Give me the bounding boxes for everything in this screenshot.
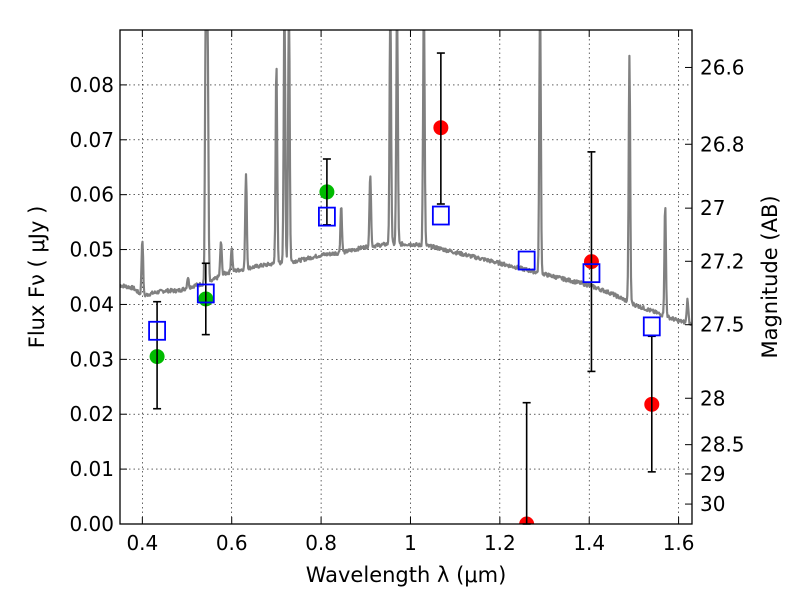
model-photometry-square: [642, 316, 661, 337]
x-tick-label: 1.6: [663, 531, 695, 555]
tick-labels: 0.4 0.6 0.8 1 1.2 1.4 1.6 0.00 0.01 0.02 0.03 0.04 0…: [69, 55, 744, 555]
y2-tick-label: 27: [700, 196, 725, 220]
x-tick-label: 0.6: [216, 531, 248, 555]
y-tick-label: 0.06: [69, 183, 114, 207]
y-tick-label: 0.05: [69, 238, 114, 262]
y2-tick-label: 29: [700, 462, 725, 486]
y-tick-label: 0.00: [69, 512, 114, 536]
model-photometry-square: [582, 263, 601, 284]
x-tick-label: 1.4: [573, 531, 605, 555]
tick-marks: [120, 30, 692, 525]
x-axis-label: Wavelength λ (μm): [306, 563, 507, 587]
x-tick-label: 0.4: [126, 531, 158, 555]
model-photometry-square: [148, 320, 166, 341]
y2-tick-label: 26.8: [700, 132, 745, 156]
y-tick-label: 0.08: [69, 73, 114, 97]
y2-tick-label: 28: [700, 386, 725, 410]
y2-tick-label: 27.5: [700, 313, 745, 337]
model-photometry-square: [318, 206, 336, 227]
y-axis-label: Flux Fν ( μJy ): [25, 206, 49, 349]
sed-model-line: [120, 30, 692, 326]
sed-model-layer: [120, 30, 692, 326]
y2-axis-label: Magnitude (AB): [758, 195, 782, 358]
y-tick-label: 0.04: [69, 292, 114, 316]
x-tick-label: 0.8: [305, 531, 337, 555]
y2-tick-label: 30: [700, 492, 725, 516]
model-photometry-square: [431, 205, 450, 226]
plot-frame: [119, 29, 693, 525]
y-tick-label: 0.07: [69, 128, 114, 152]
x-tick-label: 1.2: [484, 531, 516, 555]
y-tick-label: 0.01: [69, 457, 114, 481]
clipped-points: [149, 120, 660, 524]
y2-tick-label: 26.6: [700, 55, 745, 79]
x-tick-label: 1: [404, 531, 417, 555]
y2-tick-label: 28.5: [700, 433, 745, 457]
y-tick-label: 0.02: [69, 402, 114, 426]
y-tick-label: 0.03: [69, 347, 114, 371]
model-photometry-square: [517, 250, 536, 271]
y2-tick-label: 27.2: [700, 249, 745, 273]
model-photometry-square: [196, 283, 215, 304]
data-points-layer: [148, 52, 661, 525]
